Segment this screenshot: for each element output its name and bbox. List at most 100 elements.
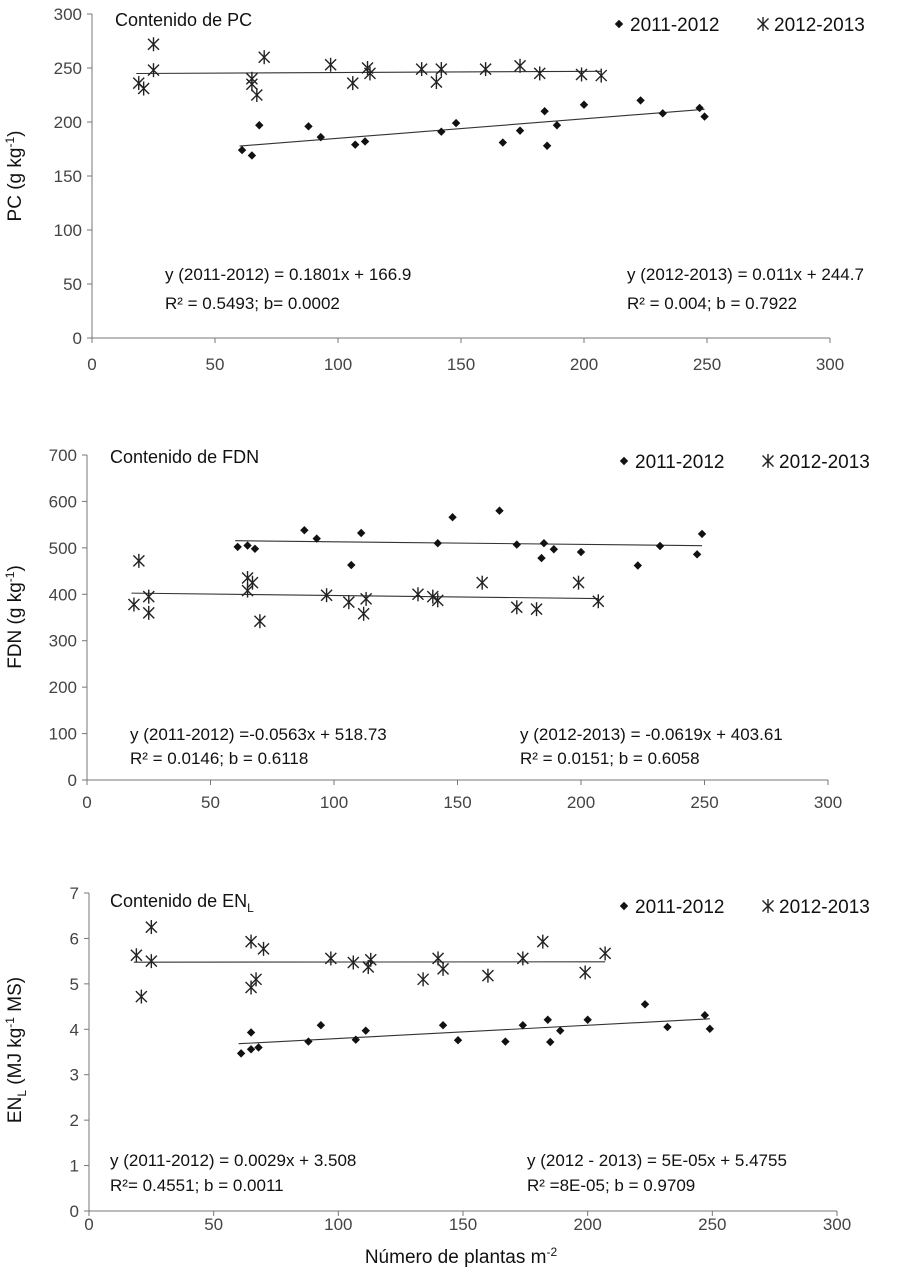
point-2012-2013 <box>132 553 145 568</box>
point-2011-2012 <box>695 103 704 113</box>
regression-equation: y (2011-2012) =-0.0563x + 518.73 <box>130 725 387 744</box>
legend-label-2011-2012: 2011-2012 <box>635 897 724 918</box>
point-2011-2012 <box>255 121 264 130</box>
point-2011-2012 <box>351 1035 360 1044</box>
y-tick-label: 250 <box>54 59 82 78</box>
point-2012-2013 <box>530 602 543 617</box>
y-tick-label: 600 <box>49 492 77 511</box>
y-tick-label: 700 <box>49 446 77 465</box>
point-2011-2012 <box>316 132 325 142</box>
point-2011-2012 <box>451 118 461 128</box>
y-tick-label: 5 <box>70 975 79 994</box>
regression-stats: R² = 0.0146; b = 0.6118 <box>130 749 308 768</box>
x-tick-label: 150 <box>447 355 475 374</box>
point-2012-2013 <box>246 575 259 590</box>
trendline-2011-2012 <box>235 540 703 547</box>
regression-equation: y (2012 - 2013) = 5E-05x + 5.4755 <box>527 1151 787 1170</box>
y-tick-label: 300 <box>54 5 82 24</box>
legend-label-2011-2012: 2011-2012 <box>630 15 719 36</box>
point-2012-2013 <box>572 575 585 590</box>
point-2012-2013 <box>415 62 428 77</box>
point-2012-2013 <box>430 75 443 90</box>
point-2012-2013 <box>435 62 448 77</box>
point-2011-2012 <box>579 100 589 109</box>
regression-stats: R²= 0.4551; b = 0.0011 <box>110 1176 284 1195</box>
point-2011-2012 <box>556 1026 565 1035</box>
point-2012-2013 <box>426 589 439 604</box>
point-2012-2013 <box>137 81 150 96</box>
point-2012-2013 <box>250 972 263 987</box>
regression-equation: y (2011-2012) = 0.1801x + 166.9 <box>165 265 411 284</box>
point-2011-2012 <box>515 126 525 135</box>
x-tick-label: 50 <box>206 355 225 374</box>
x-tick-label: 50 <box>204 1215 223 1234</box>
point-2012-2013 <box>479 62 492 77</box>
point-2011-2012 <box>246 1028 256 1037</box>
point-2012-2013 <box>360 591 373 606</box>
regression-equation: y (2012-2013) = -0.0619x + 403.61 <box>520 725 783 744</box>
y-tick-label: 0 <box>70 1202 79 1221</box>
legend: 2011-2012 2012-2013 <box>619 452 870 473</box>
chart-title: Contenido de FDN <box>110 447 259 467</box>
point-2011-2012 <box>498 138 508 147</box>
point-2011-2012 <box>692 550 702 559</box>
point-2012-2013 <box>431 593 444 608</box>
point-2011-2012 <box>347 560 356 570</box>
point-2011-2012 <box>518 1020 528 1030</box>
point-2012-2013 <box>437 961 450 976</box>
point-2011-2012 <box>583 1015 592 1024</box>
x-tick-label: 300 <box>816 355 844 374</box>
y-tick-label: 1 <box>70 1157 79 1176</box>
point-2012-2013 <box>536 934 549 949</box>
y-tick-label: 50 <box>63 275 82 294</box>
point-2012-2013 <box>127 597 140 612</box>
point-2012-2013 <box>476 575 489 590</box>
chart-fdn: 0 100 200 300 400 500 600 700 0 50 100 150 200 250 300… <box>3 446 870 812</box>
point-2011-2012 <box>663 1022 672 1032</box>
point-2011-2012 <box>546 1037 555 1047</box>
legend-label-2011-2012: 2011-2012 <box>635 452 724 473</box>
point-2012-2013 <box>599 946 612 961</box>
point-2011-2012 <box>356 528 366 538</box>
point-2011-2012 <box>495 506 504 515</box>
x-tick-label: 300 <box>814 793 842 812</box>
point-2012-2013 <box>533 66 546 81</box>
trendline-2011-2012 <box>239 108 705 147</box>
y-tick-label: 300 <box>49 632 77 651</box>
chart-pc: 0 50 100 150 200 250 300 0 50 100 150 200 250 300 Cont… <box>3 5 865 374</box>
y-axis-label: ENL (MJ kg-1 MS) <box>3 977 29 1123</box>
point-2011-2012 <box>233 542 242 552</box>
y-tick-label: 100 <box>54 221 82 240</box>
point-2011-2012 <box>697 529 707 539</box>
point-2011-2012 <box>576 547 586 557</box>
regression-stats: R² = 0.5493; b= 0.0002 <box>165 294 340 313</box>
point-2011-2012 <box>633 561 643 570</box>
y-tick-label: 2 <box>70 1111 79 1130</box>
point-2012-2013 <box>592 594 605 609</box>
y-tick-label: 500 <box>49 539 77 558</box>
point-2011-2012 <box>705 1024 715 1034</box>
point-2012-2013 <box>417 972 430 987</box>
point-2011-2012 <box>316 1020 326 1030</box>
point-2012-2013 <box>357 606 370 621</box>
point-2012-2013 <box>145 920 158 935</box>
point-2012-2013 <box>250 88 263 102</box>
point-2012-2013 <box>130 948 143 963</box>
point-2011-2012 <box>640 1000 650 1009</box>
y-tick-label: 7 <box>70 884 79 903</box>
x-tick-label: 100 <box>320 793 348 812</box>
point-2012-2013 <box>142 605 155 620</box>
point-2011-2012 <box>237 145 247 155</box>
x-tick-label: 200 <box>567 793 595 812</box>
point-2012-2013 <box>258 50 271 65</box>
x-tick-label: 100 <box>324 1215 352 1234</box>
legend-label-2012-2013: 2012-2013 <box>774 15 865 36</box>
x-tick-label: 0 <box>87 355 96 374</box>
point-2011-2012 <box>236 1049 246 1058</box>
chart-title: Contenido de ENL <box>110 891 254 915</box>
point-2012-2013 <box>245 77 258 92</box>
point-2011-2012 <box>542 141 552 150</box>
y-axis-label: FDN (g kg-1) <box>3 565 26 669</box>
point-2012-2013 <box>342 595 355 610</box>
